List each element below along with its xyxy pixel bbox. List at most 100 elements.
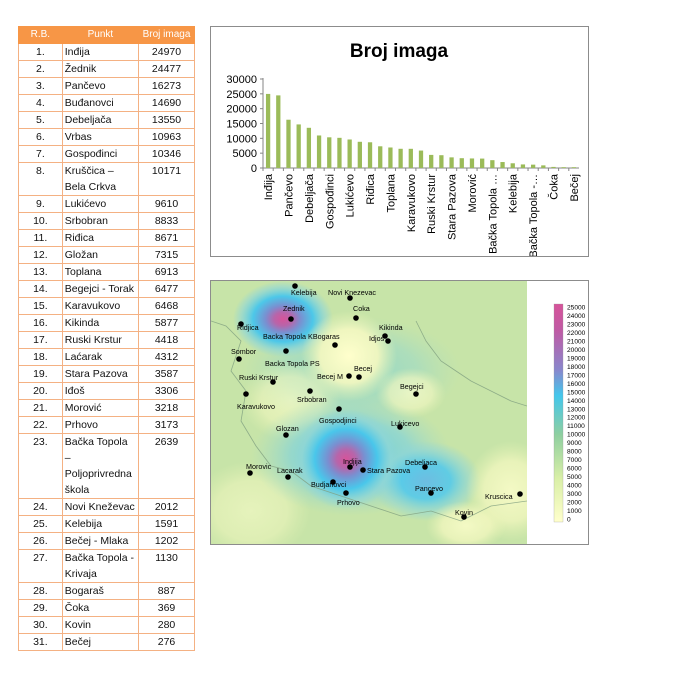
map-point-label: Prhovo xyxy=(337,498,360,507)
row-value: 6913 xyxy=(138,263,195,281)
map-point-marker xyxy=(346,373,352,379)
x-tick-label: Inđija xyxy=(263,173,275,200)
bar xyxy=(398,148,403,168)
colorbar-tick-label: 12000 xyxy=(567,415,586,422)
colorbar-tick-label: 1000 xyxy=(567,508,582,515)
table-row: 26. Bečej - Mlaka 1202 xyxy=(18,532,195,550)
header-punkt: Punkt xyxy=(61,26,140,44)
map-point-marker xyxy=(236,356,242,362)
map-point-marker xyxy=(243,391,249,397)
map-point-marker xyxy=(283,348,289,354)
bar-chart-panel: Broj imaga 0 5000 10000 15000 20000 25000 30000… xyxy=(210,26,589,258)
row-punkt: Čoka xyxy=(61,599,140,617)
table-row: 18. Laćarak 4312 xyxy=(18,348,195,366)
row-value: 3173 xyxy=(138,416,195,434)
row-rb: 1. xyxy=(18,43,63,61)
map-point-label: Gospodjinci xyxy=(319,416,357,425)
map-point-label: Lukicevo xyxy=(391,419,419,428)
table-row: 15. Karavukovo 6468 xyxy=(18,297,195,315)
row-value: 369 xyxy=(138,599,195,617)
row-value: 1130 xyxy=(138,549,195,583)
table-row: 28. Bogaraš 887 xyxy=(18,582,195,600)
colorbar-tick-label: 7000 xyxy=(567,457,582,464)
map-point-marker xyxy=(517,491,523,497)
map-point-marker xyxy=(422,464,428,470)
map-point-marker xyxy=(336,406,342,412)
map-point-label: Kruscica xyxy=(485,492,513,501)
bar xyxy=(378,146,383,168)
bar xyxy=(418,150,424,168)
table-row: 31. Bečej 276 xyxy=(18,633,195,651)
row-rb: 14. xyxy=(18,280,63,298)
row-value: 7315 xyxy=(138,246,195,264)
row-punkt: Žednik xyxy=(61,60,140,78)
map-point-label: Glozan xyxy=(276,424,299,433)
map-point-marker xyxy=(292,283,298,289)
colorbar-tick-label: 15000 xyxy=(567,389,586,396)
row-rb: 15. xyxy=(18,297,63,315)
bar xyxy=(480,158,485,168)
bar xyxy=(296,124,301,168)
map-point-marker xyxy=(270,379,276,385)
bar xyxy=(449,157,454,168)
table-row: 6. Vrbas 10963 xyxy=(18,128,195,146)
row-value: 4312 xyxy=(138,348,195,366)
map-point-marker xyxy=(397,424,403,430)
bar xyxy=(367,142,373,168)
row-rb: 16. xyxy=(18,314,63,332)
map-point-label: Zednik xyxy=(283,304,305,313)
row-punkt: Begejci - Torak xyxy=(61,280,140,298)
row-punkt: Gospođinci xyxy=(61,145,140,163)
map-point-marker xyxy=(385,338,391,344)
row-punkt: Bečej - Mlaka xyxy=(61,532,140,550)
table-row: 9. Lukićevo 9610 xyxy=(18,195,195,213)
row-rb: 13. xyxy=(18,263,63,281)
x-tick-label: Lukićevo xyxy=(345,174,357,217)
x-tick-label: Stara Pazova xyxy=(447,173,459,240)
colorbar-tick-label: 6000 xyxy=(567,466,582,473)
map-point-label: Novi Knezevac xyxy=(328,288,376,297)
table-row: 23. Bačka Topola – Poljoprivredna škola 26… xyxy=(18,433,195,499)
table-row: 21. Morović 3218 xyxy=(18,399,195,417)
header-rb: R.B. xyxy=(18,26,63,44)
row-punkt: Riđica xyxy=(61,229,140,247)
row-rb: 3. xyxy=(18,77,63,95)
row-rb: 9. xyxy=(18,195,63,213)
colorbar-tick-label: 24000 xyxy=(567,313,586,320)
colorbar-tick-label: 20000 xyxy=(567,347,586,354)
bar xyxy=(439,155,444,168)
map-point-label: Backa Topola PS xyxy=(265,359,320,368)
row-value: 5877 xyxy=(138,314,195,332)
colorbar-tick-label: 10000 xyxy=(567,432,586,439)
bar xyxy=(327,137,332,168)
map-point-label: Stara Pazova xyxy=(367,466,410,475)
row-value: 14690 xyxy=(138,94,195,112)
bar xyxy=(571,167,577,168)
table-row: 22. Prhovo 3173 xyxy=(18,416,195,434)
row-punkt: Kovin xyxy=(61,616,140,634)
row-value: 4418 xyxy=(138,331,195,349)
row-value: 1591 xyxy=(138,515,195,533)
row-value: 6468 xyxy=(138,297,195,315)
colorbar-tick-label: 16000 xyxy=(567,381,586,388)
map-point-label: Srbobran xyxy=(297,395,327,404)
row-rb: 12. xyxy=(18,246,63,264)
x-tick-label: Riđica xyxy=(365,173,377,204)
row-punkt: Kruščica – Bela Crkva xyxy=(61,162,140,196)
row-rb: 31. xyxy=(18,633,63,651)
map-point-marker xyxy=(413,391,419,397)
row-value: 2639 xyxy=(138,433,195,499)
bar xyxy=(357,141,362,168)
map-point-label: Kikinda xyxy=(379,323,403,332)
table-row: 20. Iđoš 3306 xyxy=(18,382,195,400)
row-value: 10171 xyxy=(138,162,195,196)
table-row: 19. Stara Pazova 3587 xyxy=(18,365,195,383)
table-row: 11. Riđica 8671 xyxy=(18,229,195,247)
table-row: 3. Pančevo 16273 xyxy=(18,77,195,95)
x-tick-label: Karavukovo xyxy=(406,174,418,232)
colorbar-tick-label: 21000 xyxy=(567,338,586,345)
table-row: 8. Kruščica – Bela Crkva 10171 xyxy=(18,162,195,196)
table-row: 14. Begejci - Torak 6477 xyxy=(18,280,195,298)
row-rb: 24. xyxy=(18,498,63,516)
bar xyxy=(316,135,322,168)
